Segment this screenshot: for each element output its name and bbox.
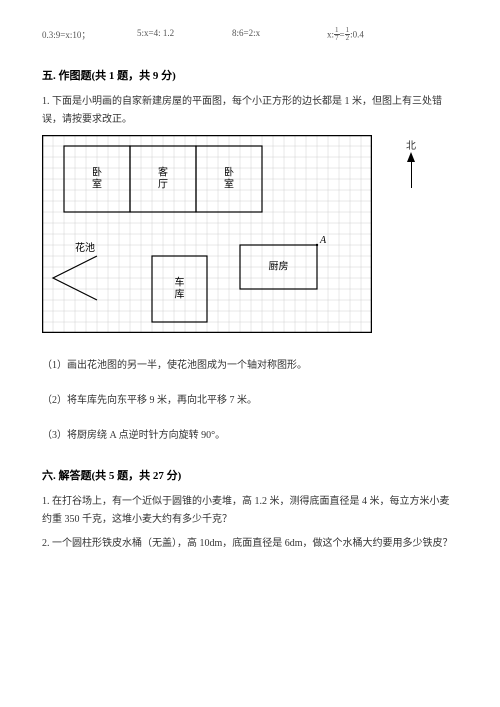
svg-text:A: A (319, 235, 327, 246)
svg-text:室: 室 (224, 177, 234, 190)
svg-text:车: 车 (175, 275, 185, 288)
north-indicator: 北 (406, 137, 416, 188)
equation-3: 8:6=2:x (232, 28, 327, 43)
equation-2: 5:x=4: 1.2 (137, 28, 232, 43)
section-6-q1: 1. 在打谷场上，有一个近似于圆锥的小麦堆，高 1.2 米，测得底面直径是 4 … (42, 493, 458, 529)
fraction-2: 12 (345, 27, 351, 42)
svg-text:厅: 厅 (158, 179, 168, 190)
equation-1: 0.3:9=x:10； (42, 28, 137, 43)
svg-text:库: 库 (175, 287, 185, 300)
sub-question-2: （2）将车库先向东平移 9 米，再向北平移 7 米。 (42, 391, 458, 406)
svg-text:卧: 卧 (92, 165, 102, 178)
north-arrow-icon (407, 152, 415, 162)
floor-plan-svg: 卧室客厅卧室车库厨房花池A (42, 135, 372, 333)
svg-text:厨房: 厨房 (269, 259, 289, 272)
eq4-pre: x: (327, 30, 334, 40)
equation-4: x:17=12:0.4 (327, 28, 364, 43)
section-5-q1: 1. 下面是小明画的自家新建房屋的平面图，每个小正方形的边长都是 1 米，但图上… (42, 93, 458, 129)
svg-text:花池: 花池 (75, 241, 95, 254)
sub-question-3: （3）将厨房绕 A 点逆时针方向旋转 90°。 (42, 426, 458, 441)
sub-question-1: （1）画出花池图的另一半，使花池图成为一个轴对称图形。 (42, 356, 458, 371)
svg-text:卧: 卧 (224, 165, 234, 178)
floor-plan-diagram: 卧室客厅卧室车库厨房花池A 北 (42, 135, 382, 336)
section-6-q2: 2. 一个圆柱形铁皮水桶（无盖），高 10dm，底面直径是 6dm，做这个水桶大… (42, 535, 458, 553)
svg-text:室: 室 (92, 177, 102, 190)
north-line (411, 162, 412, 188)
north-label: 北 (406, 137, 416, 152)
section-5-title: 五. 作图题(共 1 题，共 9 分) (42, 67, 458, 83)
fraction-1: 17 (334, 27, 340, 42)
equation-row: 0.3:9=x:10； 5:x=4: 1.2 8:6=2:x x:17=12:0… (42, 28, 458, 43)
svg-text:客: 客 (158, 165, 168, 178)
section-6-title: 六. 解答题(共 5 题，共 27 分) (42, 467, 458, 483)
eq4-post: :0.4 (350, 30, 364, 40)
